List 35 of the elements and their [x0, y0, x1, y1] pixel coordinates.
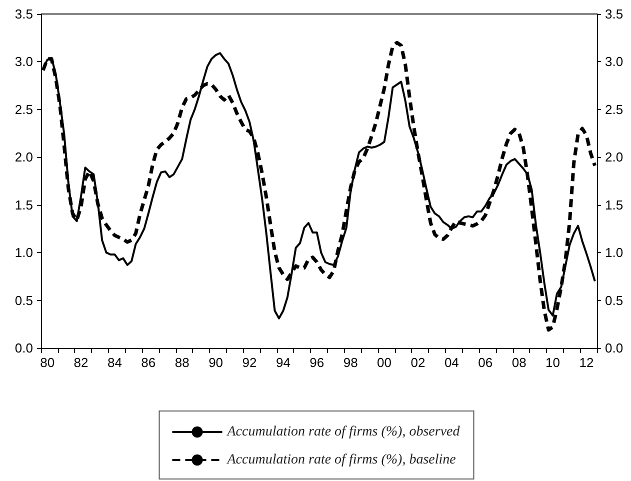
y2-tick-label: 0.0: [605, 340, 624, 356]
y-tick-label: 1.5: [14, 197, 33, 212]
x-tick-label: 04: [444, 355, 459, 370]
y2-tick-label: 1.0: [605, 245, 624, 260]
legend-label: Accumulation rate of firms (%), observed: [226, 424, 461, 440]
y-tick-label: 0.5: [14, 292, 33, 308]
y2-tick-label: 2.5: [605, 102, 624, 117]
x-tick-label: 84: [107, 355, 122, 370]
y-tick-label: 2.5: [14, 102, 33, 117]
x-tick-label: 12: [579, 355, 594, 370]
y2-tick-label: 1.5: [605, 197, 624, 212]
x-tick-label: 86: [141, 355, 156, 370]
x-tick-label: 06: [478, 355, 493, 370]
y-tick-label: 3.5: [14, 6, 33, 22]
legend-label: Accumulation rate of firms (%), baseline: [226, 452, 456, 468]
x-tick-label: 98: [343, 355, 358, 370]
y-tick-label: 3.0: [14, 54, 33, 70]
x-tick-label: 96: [310, 355, 324, 370]
y2-tick-label: 3.0: [605, 54, 624, 70]
y2-tick-label: 3.5: [605, 6, 624, 22]
x-tick-label: 88: [174, 355, 190, 370]
x-tick-label: 08: [512, 355, 526, 370]
x-tick-label: 90: [208, 355, 224, 370]
x-tick-label: 80: [40, 355, 55, 370]
x-tick-label: 94: [276, 355, 290, 370]
x-tick-label: 02: [410, 355, 426, 370]
y2-tick-label: 0.5: [605, 292, 624, 308]
y2-tick-label: 2.0: [605, 150, 624, 165]
x-tick-label: 82: [74, 355, 88, 370]
y-tick-label: 1.0: [14, 245, 33, 260]
x-tick-label: 10: [546, 355, 560, 370]
y-tick-label: 2.0: [14, 150, 33, 165]
x-tick-label: 92: [242, 355, 257, 370]
x-tick-label: 00: [377, 355, 392, 370]
y-tick-label: 0.0: [14, 340, 33, 356]
